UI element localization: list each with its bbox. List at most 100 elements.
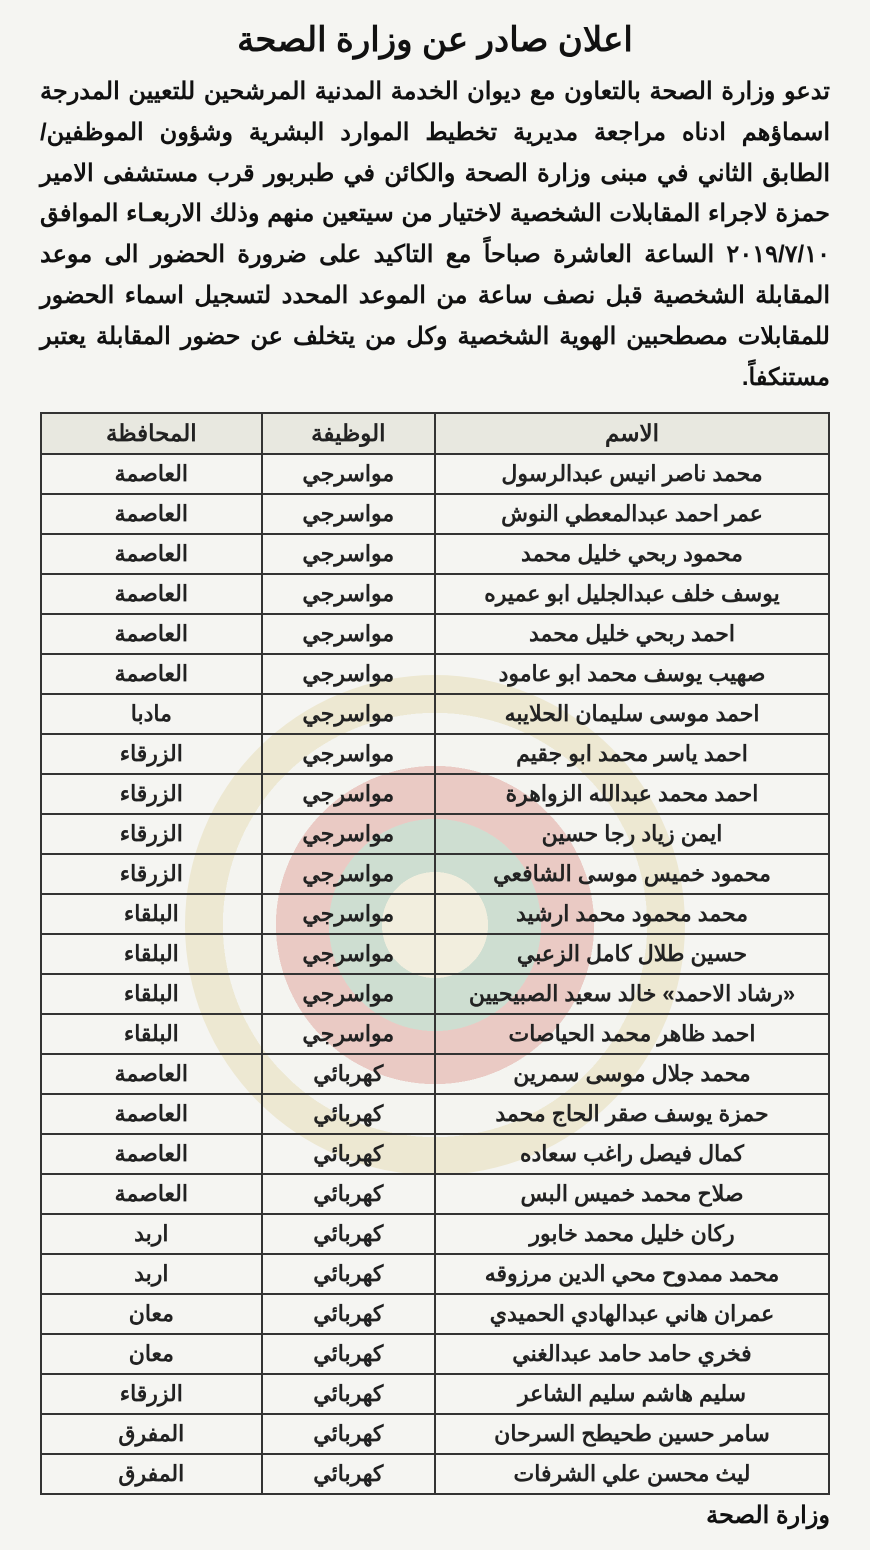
- document-title: اعلان صادر عن وزارة الصحة: [40, 20, 830, 60]
- cell-job: مواسرجي: [262, 574, 435, 614]
- table-row: محمود خميس موسى الشافعيمواسرجيالزرقاء: [41, 854, 829, 894]
- cell-job: كهربائي: [262, 1334, 435, 1374]
- cell-job: كهربائي: [262, 1054, 435, 1094]
- document-footer: وزارة الصحة: [40, 1501, 830, 1530]
- cell-gov: البلقاء: [41, 974, 262, 1014]
- cell-gov: اربد: [41, 1254, 262, 1294]
- table-row: عمران هاني عبدالهادي الحميديكهربائيمعان: [41, 1294, 829, 1334]
- cell-name: كمال فيصل راغب سعاده: [435, 1134, 829, 1174]
- table-row: صلاح محمد خميس البسكهربائيالعاصمة: [41, 1174, 829, 1214]
- cell-name: احمد موسى سليمان الحلايبه: [435, 694, 829, 734]
- cell-gov: العاصمة: [41, 1094, 262, 1134]
- table-row: ايمن زياد رجا حسينمواسرجيالزرقاء: [41, 814, 829, 854]
- cell-job: مواسرجي: [262, 654, 435, 694]
- cell-job: كهربائي: [262, 1374, 435, 1414]
- cell-name: سامر حسين طحيطح السرحان: [435, 1414, 829, 1454]
- cell-gov: العاصمة: [41, 1054, 262, 1094]
- cell-gov: مادبا: [41, 694, 262, 734]
- table-row: صهيب يوسف محمد ابو عامودمواسرجيالعاصمة: [41, 654, 829, 694]
- table-row: احمد محمد عبدالله الزواهرةمواسرجيالزرقاء: [41, 774, 829, 814]
- cell-job: مواسرجي: [262, 934, 435, 974]
- table-row: ليث محسن علي الشرفاتكهربائيالمفرق: [41, 1454, 829, 1494]
- cell-name: محمد جلال موسى سمرين: [435, 1054, 829, 1094]
- cell-name: ركان خليل محمد خابور: [435, 1214, 829, 1254]
- table-row: محمد ناصر انيس عبدالرسولمواسرجيالعاصمة: [41, 454, 829, 494]
- cell-job: مواسرجي: [262, 494, 435, 534]
- header-name: الاسم: [435, 413, 829, 454]
- cell-name: يوسف خلف عبدالجليل ابو عميره: [435, 574, 829, 614]
- cell-name: حسين طلال كامل الزعبي: [435, 934, 829, 974]
- cell-name: فخري حامد حامد عبدالغني: [435, 1334, 829, 1374]
- cell-name: حمزة يوسف صقر الحاج محمد: [435, 1094, 829, 1134]
- table-row: «رشاد الاحمد» خالد سعيد الصبيحيينمواسرجي…: [41, 974, 829, 1014]
- cell-gov: العاصمة: [41, 574, 262, 614]
- table-row: احمد ياسر محمد ابو جقيممواسرجيالزرقاء: [41, 734, 829, 774]
- cell-job: كهربائي: [262, 1454, 435, 1494]
- header-gov: المحافظة: [41, 413, 262, 454]
- cell-gov: الزرقاء: [41, 734, 262, 774]
- cell-name: ليث محسن علي الشرفات: [435, 1454, 829, 1494]
- cell-name: محمد ممدوح محي الدين مرزوقه: [435, 1254, 829, 1294]
- cell-job: مواسرجي: [262, 854, 435, 894]
- cell-name: محمد ناصر انيس عبدالرسول: [435, 454, 829, 494]
- cell-job: كهربائي: [262, 1294, 435, 1334]
- cell-job: مواسرجي: [262, 814, 435, 854]
- cell-gov: الزرقاء: [41, 1374, 262, 1414]
- document-content: اعلان صادر عن وزارة الصحة تدعو وزارة الص…: [40, 20, 830, 1530]
- table-row: محمد جلال موسى سمرينكهربائيالعاصمة: [41, 1054, 829, 1094]
- table-row: احمد ظاهر محمد الحياصاتمواسرجيالبلقاء: [41, 1014, 829, 1054]
- cell-gov: العاصمة: [41, 494, 262, 534]
- cell-job: كهربائي: [262, 1254, 435, 1294]
- cell-job: كهربائي: [262, 1174, 435, 1214]
- cell-job: مواسرجي: [262, 894, 435, 934]
- cell-job: مواسرجي: [262, 774, 435, 814]
- cell-name: «رشاد الاحمد» خالد سعيد الصبيحيين: [435, 974, 829, 1014]
- cell-job: كهربائي: [262, 1414, 435, 1454]
- announcement-body: تدعو وزارة الصحة بالتعاون مع ديوان الخدم…: [40, 72, 830, 398]
- cell-name: صلاح محمد خميس البس: [435, 1174, 829, 1214]
- cell-name: احمد ظاهر محمد الحياصات: [435, 1014, 829, 1054]
- cell-gov: معان: [41, 1294, 262, 1334]
- table-row: سليم هاشم سليم الشاعركهربائيالزرقاء: [41, 1374, 829, 1414]
- table-row: محمد ممدوح محي الدين مرزوقهكهربائياربد: [41, 1254, 829, 1294]
- cell-job: مواسرجي: [262, 1014, 435, 1054]
- cell-gov: الزرقاء: [41, 854, 262, 894]
- cell-gov: المفرق: [41, 1454, 262, 1494]
- cell-name: احمد محمد عبدالله الزواهرة: [435, 774, 829, 814]
- table-row: عمر احمد عبدالمعطي النوشمواسرجيالعاصمة: [41, 494, 829, 534]
- cell-gov: البلقاء: [41, 934, 262, 974]
- cell-name: عمر احمد عبدالمعطي النوش: [435, 494, 829, 534]
- cell-gov: البلقاء: [41, 1014, 262, 1054]
- cell-gov: الزرقاء: [41, 814, 262, 854]
- table-header-row: الاسم الوظيفة المحافظة: [41, 413, 829, 454]
- cell-gov: البلقاء: [41, 894, 262, 934]
- table-row: محمد محمود محمد ارشيدمواسرجيالبلقاء: [41, 894, 829, 934]
- cell-gov: العاصمة: [41, 1174, 262, 1214]
- cell-gov: الزرقاء: [41, 774, 262, 814]
- cell-job: كهربائي: [262, 1214, 435, 1254]
- cell-gov: العاصمة: [41, 654, 262, 694]
- cell-job: مواسرجي: [262, 614, 435, 654]
- cell-job: مواسرجي: [262, 734, 435, 774]
- table-row: حمزة يوسف صقر الحاج محمدكهربائيالعاصمة: [41, 1094, 829, 1134]
- cell-gov: العاصمة: [41, 454, 262, 494]
- cell-gov: العاصمة: [41, 534, 262, 574]
- table-row: ركان خليل محمد خابوركهربائياربد: [41, 1214, 829, 1254]
- table-row: يوسف خلف عبدالجليل ابو عميرهمواسرجيالعاص…: [41, 574, 829, 614]
- table-row: سامر حسين طحيطح السرحانكهربائيالمفرق: [41, 1414, 829, 1454]
- cell-job: كهربائي: [262, 1134, 435, 1174]
- cell-job: مواسرجي: [262, 454, 435, 494]
- table-row: كمال فيصل راغب سعادهكهربائيالعاصمة: [41, 1134, 829, 1174]
- cell-gov: اربد: [41, 1214, 262, 1254]
- cell-job: مواسرجي: [262, 534, 435, 574]
- cell-name: احمد ربحي خليل محمد: [435, 614, 829, 654]
- cell-name: عمران هاني عبدالهادي الحميدي: [435, 1294, 829, 1334]
- table-row: حسين طلال كامل الزعبيمواسرجيالبلقاء: [41, 934, 829, 974]
- table-row: فخري حامد حامد عبدالغنيكهربائيمعان: [41, 1334, 829, 1374]
- cell-job: مواسرجي: [262, 974, 435, 1014]
- cell-name: محمود ربحي خليل محمد: [435, 534, 829, 574]
- cell-name: صهيب يوسف محمد ابو عامود: [435, 654, 829, 694]
- cell-gov: العاصمة: [41, 1134, 262, 1174]
- table-row: احمد موسى سليمان الحلايبهمواسرجيمادبا: [41, 694, 829, 734]
- cell-job: كهربائي: [262, 1094, 435, 1134]
